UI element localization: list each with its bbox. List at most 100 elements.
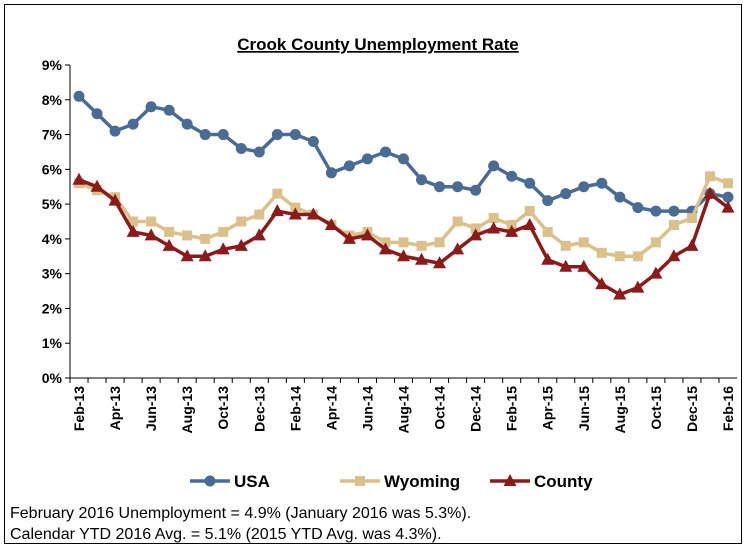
chart-border <box>4 4 742 544</box>
y-tick-label: 4% <box>42 231 63 247</box>
data-point <box>632 202 644 214</box>
note: February 2016 Unemployment = 4.9% (Janua… <box>10 505 471 522</box>
data-point <box>451 242 465 255</box>
data-point <box>595 277 609 290</box>
legend-label: County <box>534 472 593 491</box>
data-point <box>632 251 643 262</box>
y-tick-label: 1% <box>42 335 63 351</box>
data-point <box>181 118 193 130</box>
x-tick-label: Feb-16 <box>720 386 736 431</box>
data-point <box>164 226 175 237</box>
data-point <box>685 238 699 251</box>
data-point <box>73 90 85 102</box>
y-tick-label: 6% <box>42 161 63 177</box>
chart-title: Crook County Unemployment Rate <box>237 35 518 54</box>
data-point <box>721 200 735 213</box>
data-point <box>343 160 355 172</box>
data-point <box>236 216 247 227</box>
x-tick-label: Jun-15 <box>576 386 592 431</box>
data-point <box>434 181 446 193</box>
data-point <box>198 249 212 262</box>
data-point <box>542 195 554 207</box>
data-point <box>487 221 501 234</box>
data-point <box>452 216 463 227</box>
data-point <box>127 118 139 130</box>
data-point <box>217 129 229 141</box>
data-point <box>307 136 319 148</box>
data-point <box>596 247 607 258</box>
x-tick-label: Oct-13 <box>215 386 231 430</box>
data-point <box>506 170 518 182</box>
y-tick-label: 8% <box>42 92 63 108</box>
x-tick-label: Dec-13 <box>251 386 267 432</box>
data-point <box>144 228 158 241</box>
data-point <box>72 172 86 185</box>
y-tick-label: 9% <box>42 57 63 73</box>
x-tick-label: Feb-13 <box>71 386 87 431</box>
y-tick-label: 2% <box>42 300 63 316</box>
data-point <box>596 177 608 189</box>
legend-marker <box>355 476 365 486</box>
data-point <box>216 242 230 255</box>
data-point <box>524 177 536 189</box>
legend-marker <box>204 475 216 487</box>
data-point <box>271 129 283 141</box>
data-point <box>650 237 661 248</box>
x-tick-label: Oct-15 <box>648 386 664 430</box>
data-point <box>270 204 284 217</box>
data-point <box>577 259 591 272</box>
legend-marker <box>503 474 517 486</box>
data-point <box>272 188 283 199</box>
data-point <box>650 205 662 217</box>
data-point <box>324 217 338 230</box>
data-point <box>253 146 265 158</box>
data-point <box>542 226 553 237</box>
data-point <box>145 101 157 113</box>
x-tick-label: Apr-13 <box>107 386 123 431</box>
data-point <box>560 240 571 251</box>
data-point <box>162 238 176 251</box>
data-point <box>182 230 193 241</box>
x-tick-label: Aug-13 <box>179 386 195 434</box>
data-point <box>199 129 211 141</box>
legend-label: Wyoming <box>384 472 460 491</box>
x-tick-label: Feb-14 <box>287 386 303 431</box>
data-point <box>128 216 139 227</box>
x-tick-label: Aug-14 <box>396 386 412 434</box>
legend-label: USA <box>234 472 270 491</box>
y-tick-label: 3% <box>42 266 63 282</box>
data-point <box>523 217 537 230</box>
data-point <box>218 226 229 237</box>
data-point <box>252 228 266 241</box>
data-point <box>91 108 103 120</box>
x-tick-label: Jun-14 <box>359 386 375 431</box>
data-point <box>578 237 589 248</box>
data-point <box>559 259 573 272</box>
data-point <box>146 216 157 227</box>
data-point <box>378 242 392 255</box>
data-point <box>631 280 645 293</box>
data-point <box>416 240 427 251</box>
x-tick-label: Dec-14 <box>468 386 484 432</box>
data-point <box>235 142 247 154</box>
data-point <box>488 160 500 172</box>
data-point <box>90 179 104 192</box>
x-tick-label: Feb-15 <box>504 386 520 431</box>
data-point <box>398 237 409 248</box>
data-point <box>560 188 572 200</box>
data-point <box>434 237 445 248</box>
note: Calendar YTD 2016 Avg. = 5.1% (2015 YTD … <box>10 526 442 543</box>
y-tick-label: 5% <box>42 196 63 212</box>
y-tick-label: 7% <box>42 127 63 143</box>
data-point <box>361 153 373 165</box>
data-point <box>234 238 248 251</box>
data-point <box>180 249 194 262</box>
data-point <box>379 146 391 158</box>
data-point <box>470 184 482 196</box>
data-point <box>397 249 410 262</box>
data-point <box>416 174 428 186</box>
x-tick-label: Jun-13 <box>143 386 159 431</box>
y-tick-label: 0% <box>42 370 63 386</box>
